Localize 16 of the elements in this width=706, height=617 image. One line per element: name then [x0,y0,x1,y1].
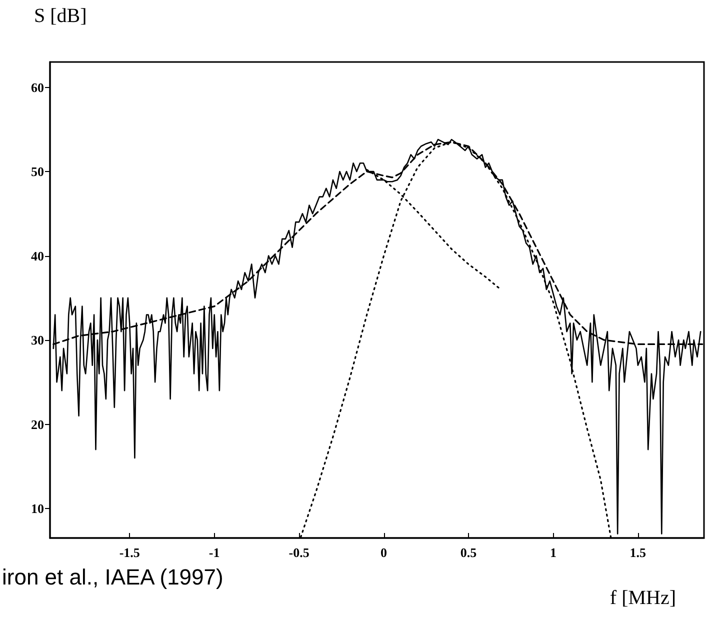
y-tick-label: 20 [31,416,44,432]
x-tick-label: 1 [550,545,556,560]
y-axis-title: S [dB] [34,5,87,27]
y-tick-label: 10 [31,501,44,516]
x-axis-title: f [MHz] [610,587,676,609]
x-tick-label: -1 [208,545,220,560]
x-tick-label: -1.5 [119,545,140,560]
x-tick-label: 0 [380,545,388,560]
y-tick-label: 40 [31,248,44,264]
text: iron et al., IAEA (1997) [2,564,224,590]
y-tick-label: 50 [31,164,44,180]
x-tick-label: 1.5 [630,545,647,560]
y-tick-label: 30 [31,332,44,348]
y-tick-label: 60 [31,80,44,95]
x-tick-label: 0.5 [460,545,478,560]
x-tick-label: -0.5 [288,545,310,560]
